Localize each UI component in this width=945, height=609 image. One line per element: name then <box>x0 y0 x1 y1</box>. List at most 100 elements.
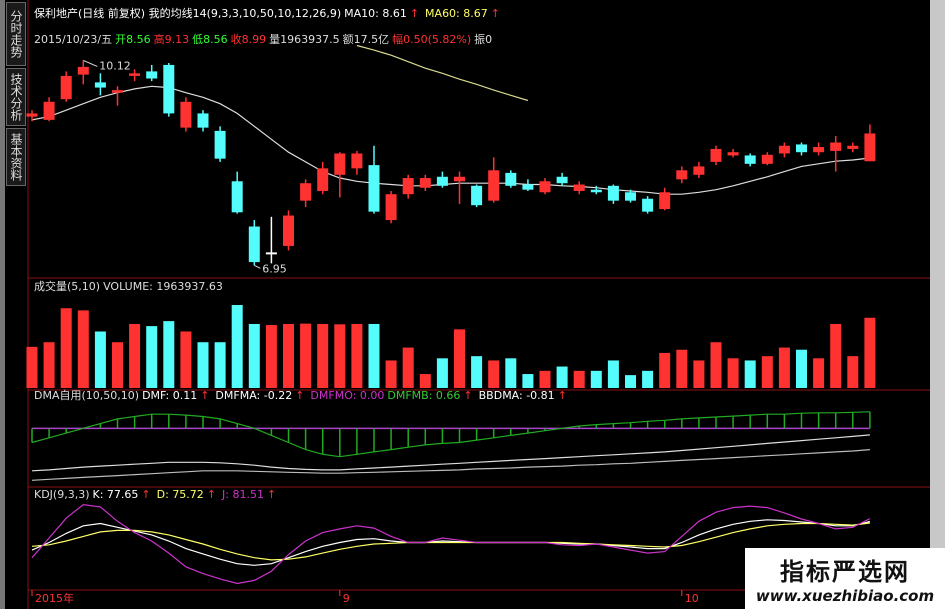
candle-body <box>573 184 585 191</box>
volume-bar <box>847 356 859 388</box>
legend-item: D: 75.72 <box>157 488 204 501</box>
legend-item: ↑ <box>141 488 150 501</box>
ma-line <box>356 44 529 102</box>
volume-bar <box>334 324 346 388</box>
volume-bar <box>642 370 654 388</box>
legend-item: DMFMA: -0.22 <box>215 389 292 402</box>
volume-bar <box>505 358 517 388</box>
volume-bar <box>556 366 568 388</box>
volume-bar <box>231 305 243 388</box>
legend-item: 收8.99 <box>231 32 267 46</box>
volume-bar <box>163 321 175 388</box>
candle-body <box>214 130 226 159</box>
legend-item: ↑ <box>207 488 216 501</box>
watermark-url: www.xuezhibiao.com <box>755 587 935 605</box>
volume-bar <box>385 360 397 388</box>
volume-bar <box>129 323 141 388</box>
candle-body <box>710 148 722 162</box>
watermark: 指标严选网 www.xuezhibiao.com <box>745 548 945 609</box>
candle-body <box>590 189 602 193</box>
candle-body <box>43 101 55 120</box>
volume-bar <box>26 346 38 388</box>
candle-body <box>607 185 619 201</box>
legend-item: BBDMA: -0.81 <box>479 389 555 402</box>
legend-item: 成交量(5,10) <box>34 279 100 293</box>
volume-bar <box>351 323 363 388</box>
volume-bar <box>710 342 722 388</box>
candle-body <box>77 66 89 75</box>
volume-bar <box>693 360 705 388</box>
legend-item: J: 81.51 <box>221 488 264 501</box>
volume-bar <box>761 356 773 388</box>
volume-bar <box>265 325 277 388</box>
candle-body <box>419 178 431 188</box>
legend-item: 开8.56 <box>115 33 151 46</box>
volume-bar <box>317 323 329 388</box>
volume-bar <box>402 347 414 388</box>
legend-item: 高9.13 <box>154 32 190 46</box>
volume-bar <box>676 349 688 388</box>
candle-body <box>283 215 294 246</box>
candle-body <box>300 183 312 201</box>
candle-body <box>642 198 654 212</box>
legend-item: VOLUME: 1963937.63 <box>103 280 223 293</box>
legend-item: ↑ <box>491 7 500 20</box>
tab[interactable]: 分时走势 <box>6 2 26 66</box>
volume-bar <box>43 342 55 388</box>
candle-body <box>180 101 192 128</box>
volume-bar <box>659 352 671 388</box>
legend-item: DMA自用(10,50,10) <box>34 389 139 402</box>
candle-body <box>112 90 123 93</box>
tab[interactable]: 技术分析 <box>6 68 26 126</box>
legend-item: DMFMO: 0.00 <box>310 389 384 402</box>
candle-body <box>60 75 72 100</box>
volume-bar <box>727 358 739 388</box>
left-edge <box>0 0 5 609</box>
candle-body <box>813 147 825 153</box>
dma-line <box>31 449 870 481</box>
volume-bar <box>813 358 825 388</box>
candle-body <box>351 153 363 169</box>
legend-item: ↑ <box>410 7 419 20</box>
volume-bar <box>214 342 226 388</box>
x-tick-label: 10 <box>685 592 699 605</box>
candle-body <box>847 145 859 149</box>
volume-bar <box>77 310 89 388</box>
legend-item: ↑ <box>295 389 304 402</box>
volume-bar <box>590 370 602 388</box>
candle-body <box>471 185 483 206</box>
annotation-leader <box>83 59 98 67</box>
candle-body <box>197 113 209 128</box>
candle-body <box>796 144 807 153</box>
legend-item: 振0 <box>474 32 492 46</box>
kdj-line <box>31 503 871 585</box>
candle-body <box>368 165 380 212</box>
candle-body <box>436 176 448 186</box>
volume-bar <box>830 323 842 388</box>
candle-body <box>163 64 175 114</box>
candle-body <box>129 73 141 76</box>
dma-line <box>31 434 870 472</box>
volume-bar <box>368 323 380 388</box>
legend-item: ↑ <box>200 389 209 402</box>
candle-body <box>488 170 500 201</box>
kdj-line <box>31 519 871 566</box>
volume-bar <box>471 356 483 388</box>
candle-body <box>556 176 568 184</box>
candle-body <box>317 168 329 191</box>
candle-body <box>676 170 688 180</box>
legend-item: ↑ <box>463 389 472 402</box>
candle-body <box>94 82 106 88</box>
volume-bar <box>283 323 294 388</box>
tab[interactable]: 基本资料 <box>6 128 26 186</box>
legend-item: KDJ(9,3,3) <box>34 488 90 501</box>
legend-item: 保利地产(日线 前复权) 我的均线14(9,3,3,10,50,10,12,26… <box>34 6 341 20</box>
volume-bar <box>539 370 551 388</box>
volume-bar <box>454 329 465 388</box>
legend-item: 量1963937.5 <box>269 33 340 46</box>
candle-body <box>385 194 397 221</box>
legend-item: 2015/10/23/五 <box>34 33 112 46</box>
legend-item: ↑ <box>558 389 567 402</box>
volume-bar <box>488 360 500 388</box>
